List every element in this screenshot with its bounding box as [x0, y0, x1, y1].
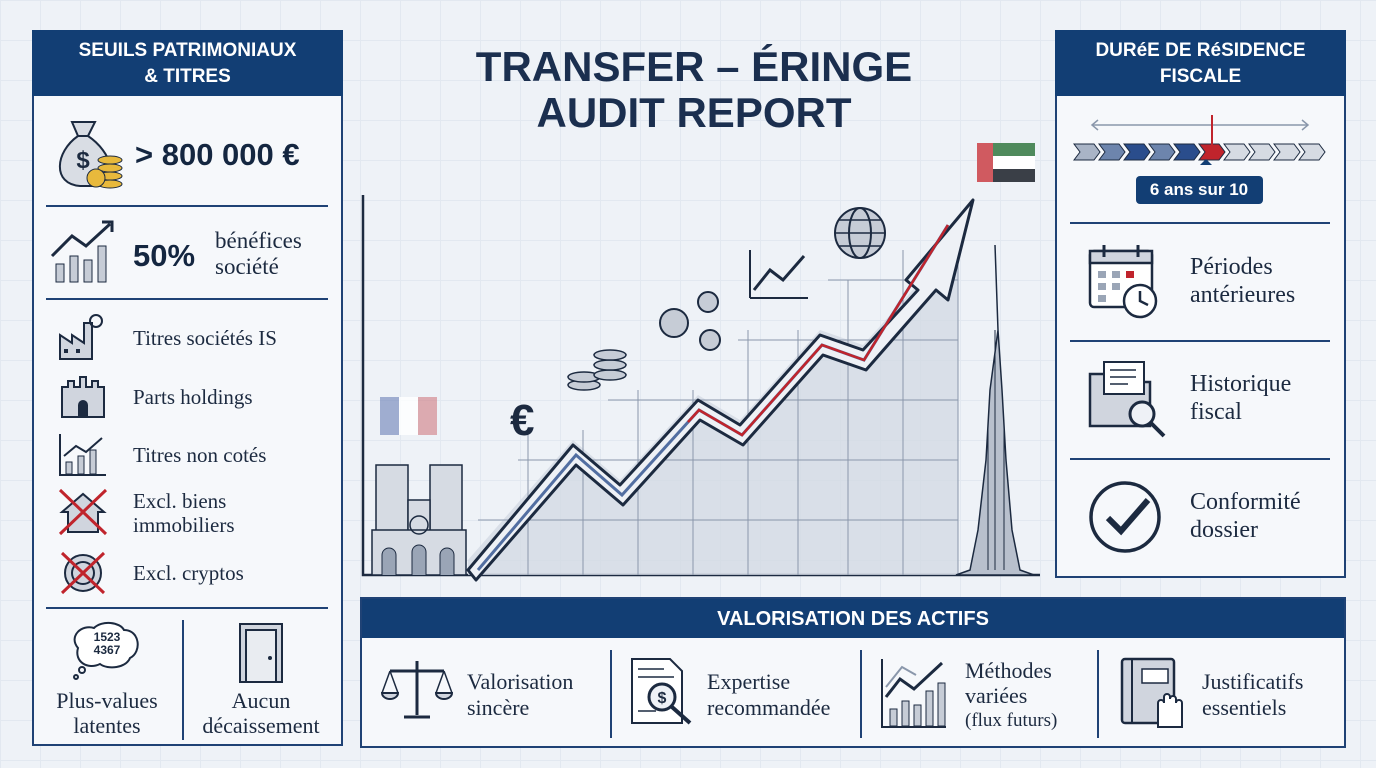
- right-item-text: Conformité dossier: [1190, 488, 1301, 544]
- divider: [46, 607, 328, 609]
- footer-line: latentes: [73, 713, 141, 738]
- left-header: SEUILS PATRIMONIAUX & TITRES: [32, 30, 343, 96]
- item-line: Parts holdings: [133, 385, 253, 409]
- svg-text:$: $: [76, 147, 90, 174]
- right-item-text: Périodes antérieures: [1190, 253, 1295, 309]
- timeline-label: 6 ans sur 10: [1149, 180, 1249, 199]
- valuation-item-text: Expertise recommandée: [707, 669, 830, 721]
- excluded-crypto-icon: [60, 551, 106, 595]
- divider: [610, 650, 612, 738]
- profit-share-value: 50%: [133, 238, 196, 273]
- bubble-line: 4367: [93, 643, 121, 657]
- castle-icon: [61, 376, 105, 418]
- item-line: fiscal: [1190, 399, 1242, 425]
- factory-icon: [59, 314, 103, 360]
- money-bag-icon: $: [58, 121, 123, 189]
- item-line: Périodes: [1190, 254, 1273, 280]
- growth-icon: [50, 220, 114, 283]
- valuation-header: VALORISATION DES ACTIFS: [362, 599, 1344, 638]
- bubble-text: 1523 4367: [94, 631, 121, 657]
- item-line: Méthodes: [965, 658, 1052, 683]
- item-line: variées: [965, 683, 1028, 708]
- divider: [1070, 458, 1330, 460]
- right-title: FISCALE: [1159, 66, 1242, 87]
- thought-bubble-icon: [73, 622, 139, 680]
- item-line: antérieures: [1190, 282, 1296, 308]
- item-line: Historique: [1190, 371, 1292, 397]
- divider: [1070, 340, 1330, 342]
- divider: [1097, 650, 1099, 738]
- valuation-item-text: Méthodes variées (flux futurs): [965, 658, 1057, 733]
- folder-icon: [1088, 361, 1166, 438]
- right-header: DURéE DE RéSIDENCE FISCALE: [1055, 30, 1346, 96]
- item-text: Excl. biens immobiliers: [133, 489, 235, 537]
- item-line: Titres non cotés: [133, 443, 267, 467]
- document-icon: $: [631, 658, 692, 725]
- threshold: > 800 000 €: [135, 137, 300, 172]
- timeline-badge: [1136, 176, 1263, 204]
- item-line: dossier: [1190, 517, 1258, 543]
- item-line: (flux futurs): [965, 710, 1058, 731]
- item-line: sincère: [467, 695, 530, 720]
- right-title: DURéE DE RéSIDENCE: [1095, 40, 1306, 61]
- check-icon: [1089, 481, 1161, 553]
- label-line: bénéfices: [215, 228, 302, 253]
- item-text: Titres sociétés IS: [133, 326, 277, 350]
- item-line: Expertise: [707, 669, 791, 694]
- bubble-line: 1523: [93, 630, 121, 644]
- item-line: recommandée: [707, 695, 831, 720]
- profit-share-label: bénéfices société: [215, 228, 302, 280]
- chart-icon: [59, 434, 106, 476]
- main-title: TRANSFER – ÉRINGE AUDIT REPORT: [476, 44, 912, 136]
- valuation-item-text: Valorisation sincère: [467, 669, 573, 721]
- svg-text:€: €: [510, 396, 534, 445]
- left-title: SEUILS PATRIMONIAUX: [78, 40, 297, 61]
- footer-line: décaissement: [202, 713, 320, 738]
- binder-icon: [1120, 657, 1183, 728]
- right-item-text: Historique fiscal: [1190, 370, 1291, 426]
- left-title: & TITRES: [144, 66, 231, 87]
- item-line: essentiels: [1202, 695, 1287, 720]
- item-text: Excl. cryptos: [133, 561, 244, 585]
- item-line: Excl. biens: [133, 489, 227, 513]
- item-text: Parts holdings: [133, 385, 253, 409]
- item-line: immobiliers: [133, 513, 235, 537]
- excluded-house-icon: [58, 488, 108, 536]
- item-line: Conformité: [1190, 489, 1301, 515]
- divider: [46, 205, 328, 207]
- label-line: société: [215, 254, 279, 279]
- footer-line: Aucun: [231, 688, 291, 713]
- title-line: AUDIT REPORT: [536, 89, 852, 136]
- footer-text: Aucun décaissement: [202, 688, 319, 738]
- divider: [860, 650, 862, 738]
- valuation-item-text: Justificatifs essentiels: [1202, 669, 1303, 721]
- divider: [46, 298, 328, 300]
- item-text: Titres non cotés: [133, 443, 266, 467]
- divider: [182, 620, 184, 740]
- svg-text:$: $: [658, 690, 667, 707]
- divider: [1070, 222, 1330, 224]
- item-line: Titres sociétés IS: [133, 326, 277, 350]
- item-line: Valorisation: [467, 669, 574, 694]
- valuation-title: VALORISATION DES ACTIFS: [717, 608, 989, 630]
- scale-icon: [380, 661, 454, 719]
- title-line: TRANSFER – ÉRINGE: [475, 43, 913, 90]
- footer-line: Plus-values: [56, 688, 158, 713]
- calendar-icon: [1088, 245, 1158, 319]
- timeline-icon: [1073, 115, 1326, 165]
- footer-text: Plus-values latentes: [56, 688, 157, 738]
- door-icon: [239, 623, 283, 683]
- methods-icon: [881, 659, 946, 728]
- growth-illustration: €: [361, 143, 1040, 582]
- item-line: Justificatifs: [1202, 669, 1304, 694]
- item-line: Excl. cryptos: [133, 561, 244, 585]
